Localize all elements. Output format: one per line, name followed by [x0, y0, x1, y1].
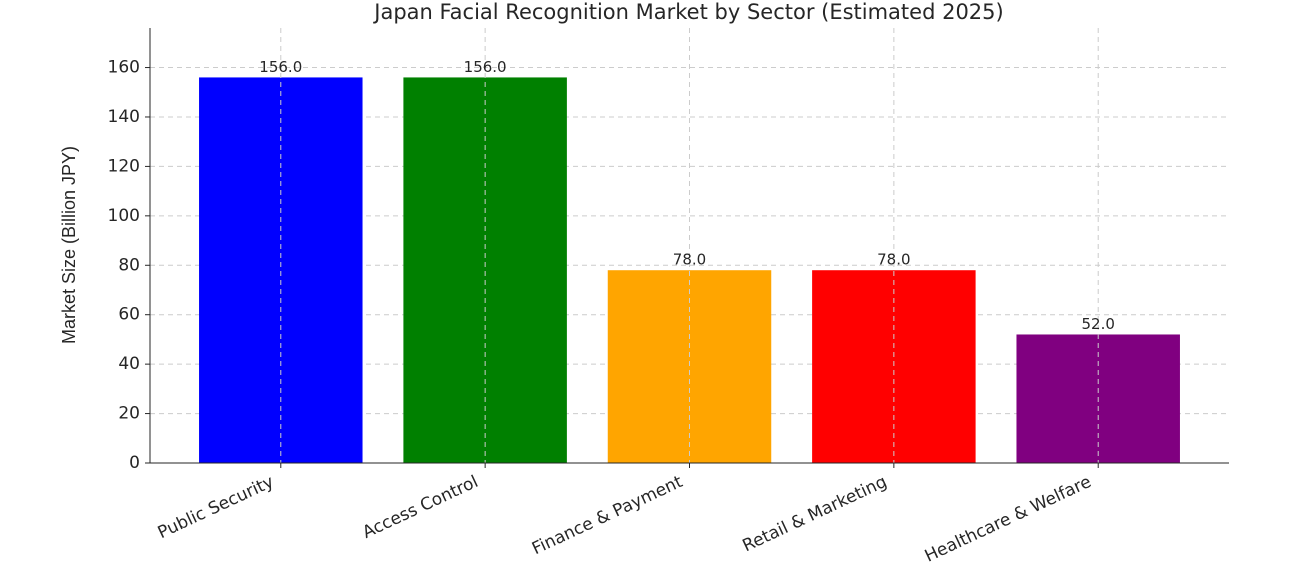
value-label: 78.0	[877, 251, 910, 269]
y-tick-label: 0	[129, 453, 140, 473]
chart-title: Japan Facial Recognition Market by Secto…	[372, 0, 1003, 24]
y-tick-label: 100	[108, 206, 140, 226]
x-tick-label: Access Control	[360, 472, 482, 543]
y-axis-label: Market Size (Billion JPY)	[59, 146, 79, 344]
bar	[199, 77, 363, 463]
value-label: 52.0	[1082, 315, 1115, 333]
bar	[403, 77, 567, 463]
x-tick-label: Healthcare & Welfare	[922, 472, 1095, 567]
x-tick-label: Public Security	[155, 472, 277, 543]
value-label: 156.0	[259, 58, 302, 76]
y-tick-label: 80	[118, 255, 140, 275]
y-tick-label: 60	[118, 305, 140, 325]
y-tick-label: 40	[118, 354, 140, 374]
y-tick-label: 20	[118, 404, 140, 424]
x-tick-label: Retail & Marketing	[739, 472, 890, 556]
x-tick-label: Finance & Payment	[529, 472, 686, 559]
value-label: 156.0	[464, 58, 507, 76]
y-tick-label: 120	[108, 156, 140, 176]
value-label: 78.0	[673, 251, 706, 269]
y-tick-label: 140	[108, 107, 140, 127]
y-tick-label: 160	[108, 58, 140, 78]
